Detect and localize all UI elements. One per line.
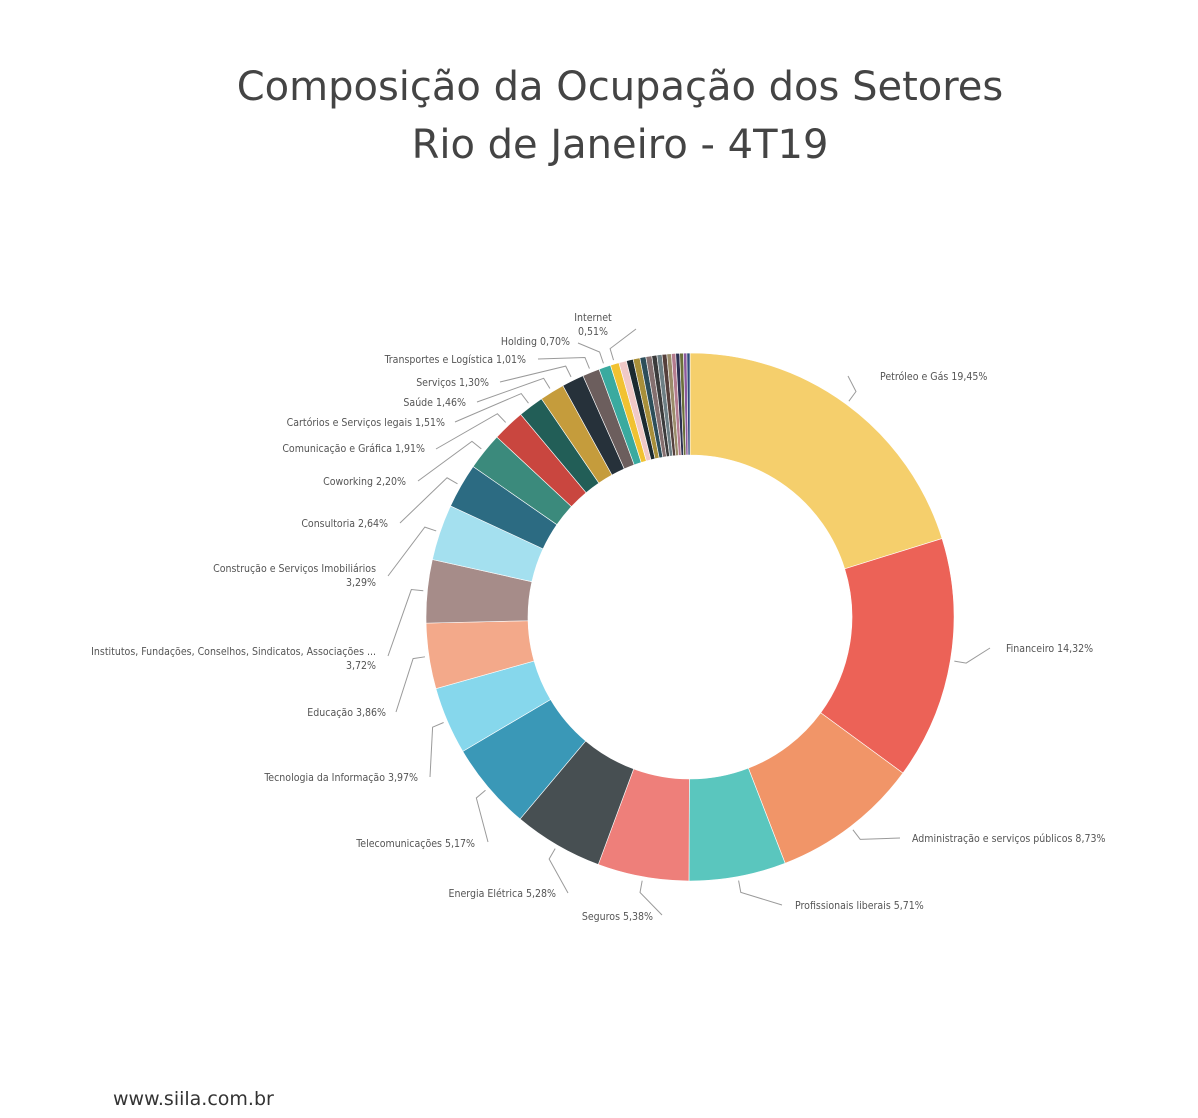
data-label: Coworking 2,20% xyxy=(323,476,406,488)
slice-other-33 xyxy=(686,352,691,456)
leader-line xyxy=(609,328,637,361)
footer-url: www.siila.com.br xyxy=(113,1088,274,1110)
leader-line xyxy=(499,365,572,383)
data-label: Telecomunicações 5,17% xyxy=(355,838,475,850)
data-label: Administração e serviços públicos 8,73% xyxy=(912,833,1105,845)
leader-line xyxy=(475,789,489,843)
leader-line xyxy=(954,647,991,664)
leader-line xyxy=(537,356,590,369)
leader-line xyxy=(387,526,437,577)
data-label: Energia Elétrica 5,28% xyxy=(449,888,556,900)
data-label: Petróleo e Gás 19,45% xyxy=(880,371,987,383)
leader-line xyxy=(429,722,444,778)
chart-title-line2: Rio de Janeiro - 4T19 xyxy=(411,122,829,168)
data-label: Financeiro 14,32% xyxy=(1006,643,1093,655)
data-label: Holding 0,70% xyxy=(501,336,570,348)
leader-line xyxy=(476,377,551,403)
data-label: Saúde 1,46% xyxy=(403,397,466,409)
leader-line xyxy=(454,392,529,423)
chart-title: Composição da Ocupação dos Setores Rio d… xyxy=(0,58,1198,174)
data-label: Consultoria 2,64% xyxy=(301,518,388,530)
data-label: Tecnologia da Informação 3,97% xyxy=(263,772,418,784)
data-label: Internet 0,51% xyxy=(574,312,612,338)
leader-line xyxy=(548,848,569,894)
leader-line xyxy=(852,829,901,840)
leader-line xyxy=(847,375,857,402)
data-label: Transportes e Logística 1,01% xyxy=(384,354,526,366)
chart-title-line1: Composição da Ocupação dos Setores xyxy=(236,64,1004,110)
leader-line xyxy=(387,589,424,657)
leader-line xyxy=(639,880,663,916)
slice-petr-leo-e-g-s xyxy=(689,352,943,570)
leader-line xyxy=(399,477,458,524)
data-label: Comunicação e Gráfica 1,91% xyxy=(282,443,425,455)
data-label: Cartórios e Serviços legais 1,51% xyxy=(287,417,445,429)
data-label: Institutos, Fundações, Conselhos, Sindic… xyxy=(91,646,376,672)
leader-line xyxy=(738,880,783,906)
data-label: Seguros 5,38% xyxy=(582,911,653,923)
data-label: Profissionais liberais 5,71% xyxy=(795,900,924,912)
data-label: Construção e Serviços Imobiliários 3,29% xyxy=(213,563,376,589)
leader-line xyxy=(435,413,507,450)
leader-line xyxy=(395,656,426,713)
data-label: Serviços 1,30% xyxy=(416,377,489,389)
leader-line xyxy=(577,342,604,364)
leader-line xyxy=(417,440,482,482)
data-label: Educação 3,86% xyxy=(307,707,386,719)
